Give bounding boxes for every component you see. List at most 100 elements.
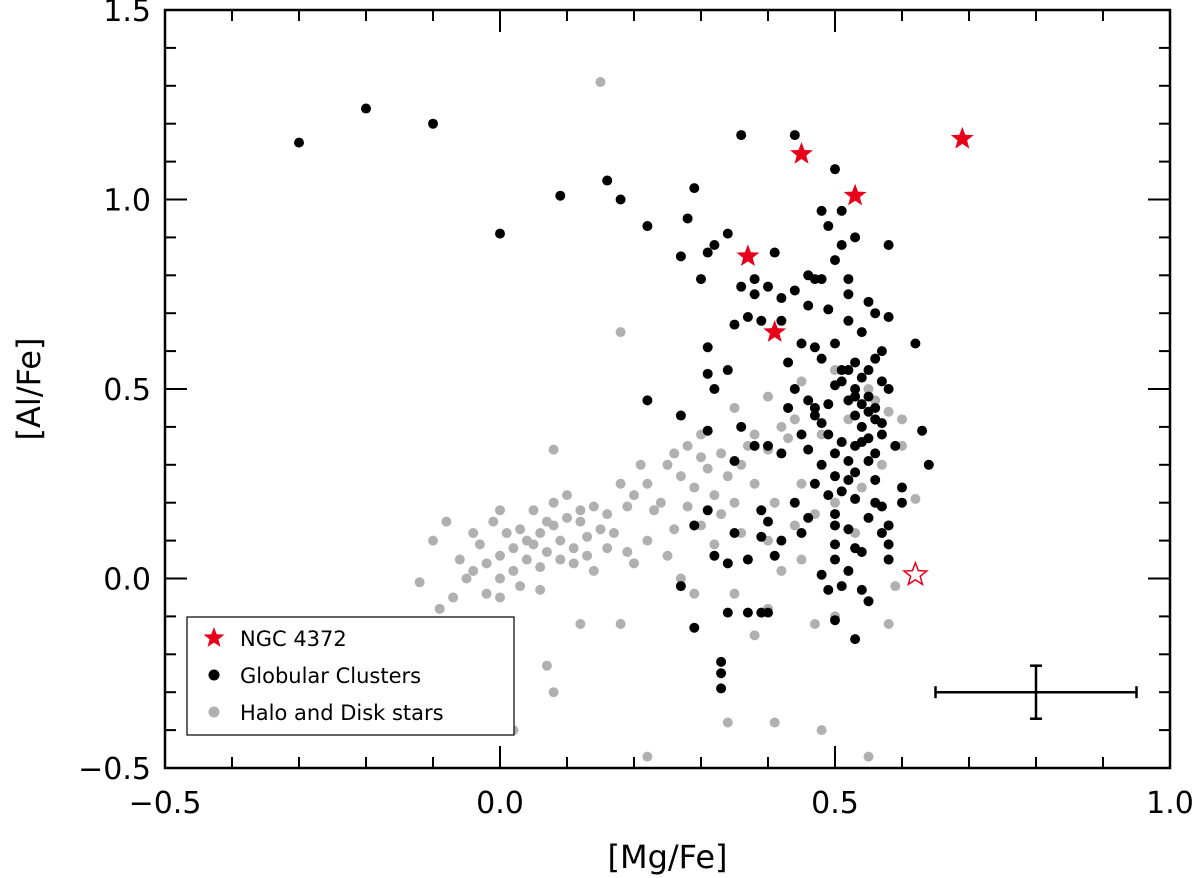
data-point: [816, 418, 827, 429]
data-point: [776, 293, 787, 304]
data-point: [776, 448, 787, 459]
data-point: [830, 164, 840, 175]
data-point: [856, 421, 867, 432]
data-point: [736, 421, 747, 432]
data-point: [682, 213, 693, 224]
data-point: [809, 402, 820, 413]
data-point: [535, 528, 546, 539]
data-point: [856, 584, 867, 595]
data-point: [783, 402, 794, 413]
legend-label: NGC 4372: [240, 627, 347, 651]
data-point: [521, 554, 532, 565]
plot-frame: [163, 8, 1172, 770]
data-point: [836, 581, 847, 592]
series-globular-clusters: [294, 103, 934, 694]
data-point: [716, 668, 727, 679]
data-point: [702, 247, 713, 258]
data-point: [736, 281, 747, 292]
data-point: [749, 289, 760, 300]
data-point: [850, 232, 861, 243]
data-point: [843, 524, 854, 535]
data-point: [635, 459, 646, 470]
data-point: [883, 539, 894, 550]
data-point: [823, 429, 834, 440]
legend-box: [186, 616, 515, 736]
data-point: [495, 550, 505, 561]
data-point: [729, 588, 740, 599]
data-point: [461, 573, 472, 584]
data-point: [562, 512, 572, 523]
data-point: [742, 311, 753, 322]
data-point: [796, 554, 807, 565]
data-point: [830, 255, 840, 266]
data-point: [870, 448, 881, 459]
data-point: [816, 205, 827, 216]
data-point: [890, 440, 901, 451]
data-point: [629, 490, 639, 501]
y-tick-label: 0.0: [103, 563, 151, 598]
data-point: [823, 584, 834, 595]
x-tick-label: 0.5: [811, 786, 859, 821]
data-point: [836, 239, 847, 250]
data-point: [756, 531, 767, 542]
data-point: [783, 357, 794, 368]
data-point: [541, 546, 552, 557]
data-point: [689, 622, 700, 633]
data-point: [923, 459, 934, 470]
data-point: [796, 429, 807, 440]
data-point: [602, 509, 613, 520]
star-point: [763, 320, 787, 342]
data-point: [863, 751, 874, 762]
data-point: [897, 482, 907, 493]
data-point: [830, 509, 840, 520]
data-point: [850, 440, 861, 451]
data-point: [863, 456, 874, 467]
data-point: [870, 402, 881, 413]
data-point: [548, 497, 559, 508]
star-point: [843, 183, 867, 206]
data-point: [495, 228, 505, 239]
data-point: [763, 516, 773, 527]
data-point: [823, 490, 834, 501]
data-point: [769, 717, 780, 728]
data-point: [816, 725, 827, 736]
data-point: [615, 478, 626, 489]
data-point: [870, 474, 881, 485]
data-point: [769, 550, 780, 561]
data-point: [642, 395, 653, 406]
data-point: [850, 357, 861, 368]
star-point: [950, 126, 974, 149]
data-point: [528, 505, 539, 516]
data-point: [816, 353, 827, 364]
error-bar: [934, 664, 1138, 720]
data-point: [689, 520, 700, 531]
data-point: [608, 528, 619, 539]
data-point: [515, 524, 526, 535]
y-tick-label: 1.0: [103, 184, 151, 219]
data-point: [876, 528, 887, 539]
data-point: [495, 592, 505, 603]
data-point: [535, 562, 546, 573]
data-point: [830, 615, 840, 626]
data-point: [689, 588, 700, 599]
data-point: [830, 554, 840, 565]
data-point: [850, 493, 861, 504]
data-point: [481, 558, 492, 569]
data-point: [669, 448, 680, 459]
data-point: [836, 365, 847, 376]
data-point: [876, 346, 887, 357]
data-point: [836, 486, 847, 497]
data-point: [843, 565, 854, 576]
data-point: [689, 183, 700, 194]
data-point: [803, 444, 814, 455]
data-point: [729, 319, 740, 330]
data-point: [541, 660, 552, 671]
y-axis-title: [Al/Fe]: [10, 338, 48, 441]
data-point: [836, 376, 847, 387]
data-point: [863, 596, 874, 607]
data-point: [722, 228, 733, 239]
data-point: [722, 607, 733, 618]
data-point: [836, 437, 847, 448]
data-point: [575, 618, 586, 629]
data-point: [468, 565, 479, 576]
